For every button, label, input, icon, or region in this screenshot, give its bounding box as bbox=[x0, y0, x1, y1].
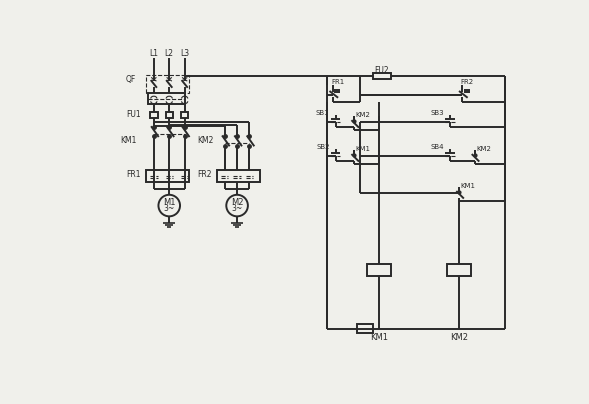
Text: 3~: 3~ bbox=[164, 204, 175, 213]
Bar bbox=[146, 170, 189, 183]
Text: L2: L2 bbox=[165, 48, 174, 58]
Text: KM1: KM1 bbox=[356, 145, 371, 152]
Bar bbox=[181, 112, 188, 118]
Text: KM2: KM2 bbox=[476, 145, 491, 152]
Text: QF: QF bbox=[126, 75, 136, 84]
Text: KM1: KM1 bbox=[120, 137, 136, 145]
Text: FR2: FR2 bbox=[197, 170, 211, 179]
Bar bbox=[447, 264, 472, 276]
Text: SB4: SB4 bbox=[430, 144, 444, 150]
Text: KM2: KM2 bbox=[356, 112, 370, 118]
Bar bbox=[373, 73, 391, 79]
Bar bbox=[146, 75, 189, 93]
Text: FR2: FR2 bbox=[461, 79, 474, 85]
Text: KM1: KM1 bbox=[370, 333, 388, 343]
Bar bbox=[366, 264, 391, 276]
Bar bbox=[217, 170, 260, 183]
Text: L1: L1 bbox=[150, 48, 158, 58]
Bar bbox=[150, 112, 157, 118]
Bar bbox=[166, 112, 173, 118]
Text: FU1: FU1 bbox=[126, 110, 141, 119]
Text: SB3: SB3 bbox=[430, 110, 444, 116]
Text: 3~: 3~ bbox=[231, 204, 243, 213]
Text: FR1: FR1 bbox=[126, 170, 141, 179]
Text: M2: M2 bbox=[231, 198, 243, 207]
Text: SB1: SB1 bbox=[316, 110, 330, 116]
Text: KM2: KM2 bbox=[450, 333, 468, 343]
Text: M1: M1 bbox=[163, 198, 176, 207]
Bar bbox=[148, 93, 185, 104]
Text: KM2: KM2 bbox=[197, 137, 213, 145]
Text: L3: L3 bbox=[180, 48, 189, 58]
Text: FU2: FU2 bbox=[375, 65, 389, 75]
Text: SB2: SB2 bbox=[316, 144, 330, 150]
Bar bbox=[358, 324, 373, 333]
Text: KM1: KM1 bbox=[461, 183, 476, 189]
Text: FR1: FR1 bbox=[331, 79, 345, 85]
